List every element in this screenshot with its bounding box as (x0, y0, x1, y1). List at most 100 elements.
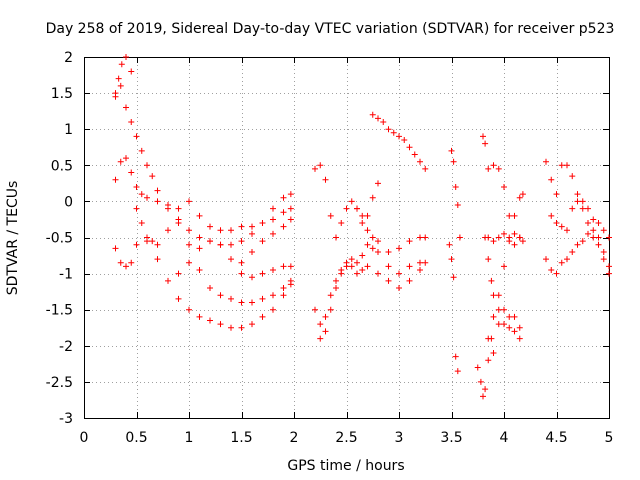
data-point (511, 212, 518, 219)
grid-lines (84, 57, 609, 418)
data-point (390, 129, 397, 136)
data-point (249, 223, 255, 230)
data-point (259, 295, 266, 302)
data-point (585, 220, 591, 227)
data-point (495, 165, 502, 172)
series-track-12 (354, 205, 423, 277)
data-point (454, 202, 461, 209)
data-point (600, 248, 607, 255)
data-point (590, 216, 597, 223)
data-point (385, 248, 392, 255)
data-point (333, 285, 339, 292)
series-track-17 (482, 234, 523, 331)
data-point (401, 137, 408, 144)
data-point (490, 238, 497, 245)
data-point (480, 133, 486, 140)
data-point (516, 194, 523, 201)
series-track-4 (133, 198, 294, 248)
data-point (606, 270, 612, 277)
series-track-1 (112, 82, 294, 306)
data-point (238, 223, 245, 230)
data-point (270, 306, 276, 313)
data-point (511, 230, 518, 237)
data-point (448, 147, 455, 154)
data-point (259, 238, 266, 245)
data-point (312, 165, 318, 172)
data-point (348, 263, 355, 270)
data-point (228, 295, 234, 302)
data-point (128, 169, 135, 176)
x-tick-label: 4.5 (545, 430, 567, 446)
data-point (569, 248, 576, 255)
data-point (511, 313, 518, 320)
data-point (186, 198, 192, 205)
data-point (585, 230, 591, 237)
data-point (280, 223, 287, 230)
data-point (569, 205, 576, 212)
data-point (112, 90, 119, 97)
data-point (385, 263, 392, 270)
data-point (123, 155, 129, 162)
data-point (452, 183, 459, 190)
data-point (574, 198, 581, 205)
data-point (238, 238, 245, 245)
data-point (117, 82, 124, 89)
series-track-14 (446, 241, 461, 375)
axis-ticks (84, 57, 610, 419)
x-tick-labels: 0 0.5 1 1.5 2 2.5 3 3.5 4 4.5 5 (80, 430, 614, 446)
data-point (501, 230, 507, 237)
data-point (287, 281, 294, 288)
y-tick-label: -0.5 (46, 231, 73, 247)
data-point (364, 227, 371, 234)
data-point (359, 220, 366, 227)
data-point (477, 378, 484, 385)
series-track-13 (448, 147, 463, 241)
data-point (452, 353, 459, 360)
y-tick-label: 1 (64, 122, 73, 138)
data-point (112, 176, 119, 183)
data-point (375, 270, 381, 277)
data-point (144, 194, 150, 201)
data-point (348, 198, 355, 205)
data-point (238, 259, 245, 266)
data-point (333, 234, 339, 241)
data-point (375, 238, 381, 245)
data-point (548, 176, 555, 183)
data-point (501, 183, 507, 190)
data-point (501, 263, 507, 270)
data-point (270, 266, 276, 273)
data-point (606, 263, 612, 270)
data-point (553, 220, 560, 227)
data-point (364, 212, 371, 219)
data-point (354, 270, 360, 277)
data-point (543, 256, 549, 263)
data-point (396, 285, 402, 292)
data-point (364, 263, 371, 270)
data-point (343, 259, 350, 266)
data-point (380, 118, 387, 125)
series-track-6 (175, 238, 294, 281)
data-point (217, 292, 224, 299)
y-tick-label: 0 (64, 194, 73, 210)
data-point (123, 54, 129, 60)
x-tick-label: 3.5 (440, 430, 462, 446)
data-point (123, 263, 129, 270)
data-point (317, 335, 324, 342)
series-track-11 (369, 111, 429, 172)
data-point (238, 299, 245, 306)
data-point (396, 245, 402, 252)
data-point (396, 133, 402, 140)
data-point (480, 393, 486, 400)
data-point (574, 191, 581, 198)
data-point (543, 158, 549, 165)
data-point (207, 317, 213, 324)
y-tick-label: 1.5 (51, 86, 73, 102)
data-point (115, 75, 122, 82)
data-point (280, 285, 287, 292)
series-track-20 (543, 158, 612, 241)
data-point (579, 238, 586, 245)
data-point (495, 234, 502, 241)
data-point (128, 68, 135, 75)
data-point (450, 274, 457, 281)
data-point (590, 227, 597, 234)
